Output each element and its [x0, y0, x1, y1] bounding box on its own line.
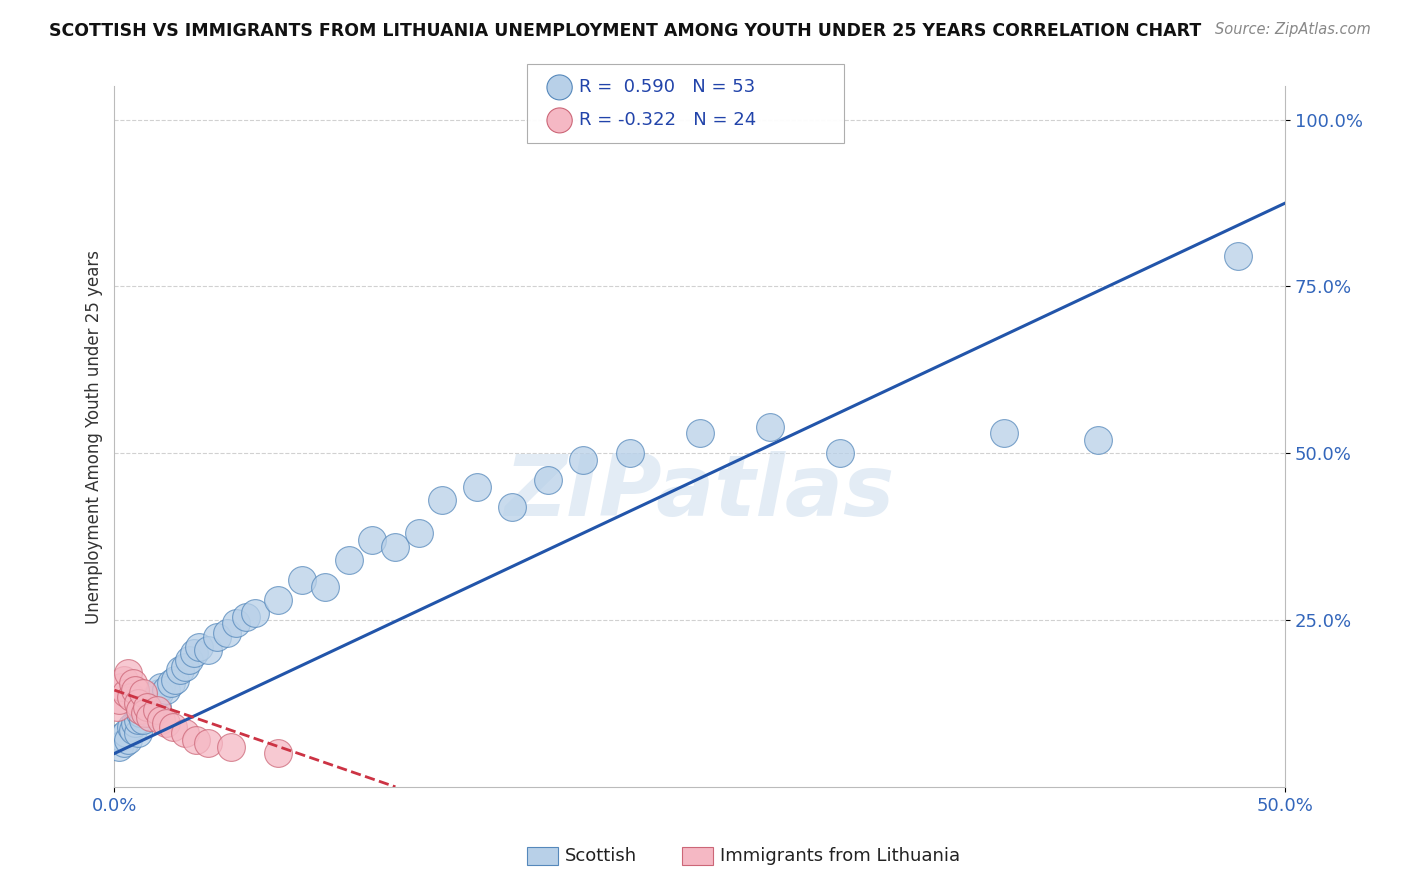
Point — [112, 736, 135, 750]
Text: Scottish: Scottish — [565, 847, 637, 865]
Point — [361, 533, 384, 547]
Point — [619, 446, 641, 460]
Point — [384, 540, 406, 554]
Point — [243, 607, 266, 621]
Text: ZIPatlas: ZIPatlas — [505, 451, 894, 534]
Point — [129, 703, 152, 717]
Text: SCOTTISH VS IMMIGRANTS FROM LITHUANIA UNEMPLOYMENT AMONG YOUTH UNDER 25 YEARS CO: SCOTTISH VS IMMIGRANTS FROM LITHUANIA UN… — [49, 22, 1202, 40]
Point — [993, 426, 1015, 441]
Point — [150, 680, 173, 694]
Point — [173, 659, 195, 673]
Point — [110, 730, 132, 744]
Point — [108, 693, 131, 707]
Point — [120, 720, 142, 734]
Y-axis label: Unemployment Among Youth under 25 years: Unemployment Among Youth under 25 years — [86, 250, 103, 624]
Point — [759, 419, 782, 434]
Text: R = -0.322   N = 24: R = -0.322 N = 24 — [579, 112, 756, 129]
Point — [291, 573, 314, 587]
Point — [148, 686, 170, 700]
Point — [115, 726, 138, 740]
Point — [183, 647, 205, 661]
Point — [186, 733, 208, 747]
Point — [215, 626, 238, 640]
Point — [267, 747, 290, 761]
Point — [145, 699, 167, 714]
Point — [122, 676, 145, 690]
Point — [467, 480, 489, 494]
Point — [169, 663, 191, 677]
Text: Source: ZipAtlas.com: Source: ZipAtlas.com — [1215, 22, 1371, 37]
Point — [432, 493, 454, 508]
Point — [689, 426, 711, 441]
Point — [165, 673, 187, 687]
Point — [141, 693, 163, 707]
Point — [501, 500, 523, 514]
Point — [134, 703, 156, 717]
Point — [131, 713, 153, 727]
Point — [112, 673, 135, 687]
Point — [1087, 433, 1109, 447]
Point — [105, 699, 128, 714]
Point — [235, 609, 257, 624]
Point — [1227, 250, 1250, 264]
Point — [207, 630, 229, 644]
Point — [117, 666, 139, 681]
Point — [115, 686, 138, 700]
Point — [145, 703, 167, 717]
Point — [225, 616, 247, 631]
Point — [162, 720, 184, 734]
Point — [159, 676, 181, 690]
Text: R =  0.590   N = 53: R = 0.590 N = 53 — [579, 78, 755, 96]
Point — [136, 699, 159, 714]
Point — [138, 706, 160, 721]
Point — [314, 580, 336, 594]
Point — [571, 453, 593, 467]
Point — [117, 733, 139, 747]
Point — [221, 739, 243, 754]
Point — [124, 683, 146, 698]
Point — [131, 686, 153, 700]
Point — [108, 739, 131, 754]
Point — [110, 680, 132, 694]
Point — [122, 723, 145, 738]
Point — [155, 716, 177, 731]
Point — [830, 446, 852, 460]
Point — [536, 473, 558, 487]
Point — [136, 699, 159, 714]
Point — [120, 690, 142, 704]
Point — [127, 713, 149, 727]
Point — [143, 697, 166, 711]
Point — [197, 643, 219, 657]
Text: Immigrants from Lithuania: Immigrants from Lithuania — [720, 847, 960, 865]
Point — [173, 726, 195, 740]
Point — [187, 640, 209, 654]
Point — [134, 706, 156, 721]
Point — [129, 706, 152, 721]
Point — [179, 653, 201, 667]
Point — [150, 713, 173, 727]
Point — [267, 593, 290, 607]
Point — [127, 726, 149, 740]
Point — [127, 697, 149, 711]
Point — [155, 683, 177, 698]
Point — [337, 553, 360, 567]
Point — [124, 716, 146, 731]
Point — [197, 736, 219, 750]
Point — [408, 526, 430, 541]
Point — [138, 710, 160, 724]
